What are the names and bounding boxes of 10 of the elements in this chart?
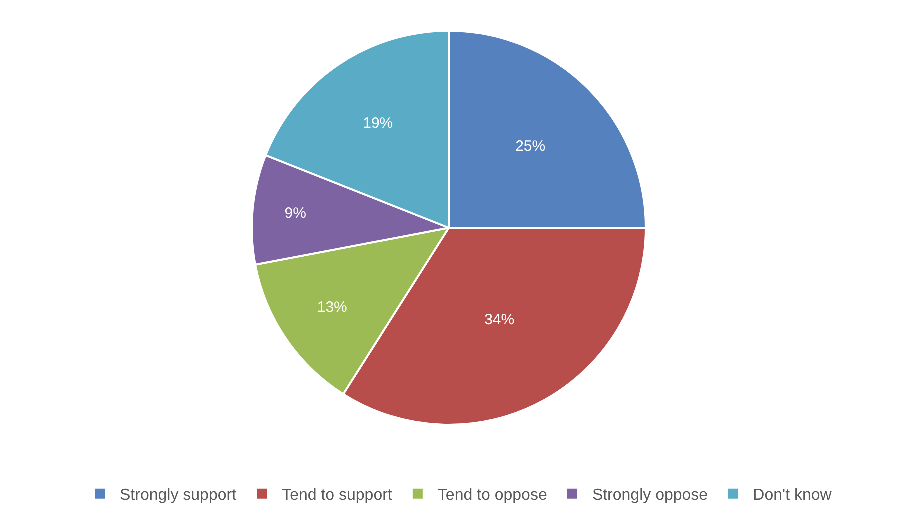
data-label: 19% [363, 115, 394, 132]
legend-label: Tend to oppose [438, 487, 548, 504]
legend-label: Strongly oppose [592, 487, 708, 504]
data-label: 34% [484, 312, 515, 329]
data-label: 13% [317, 298, 348, 316]
legend-label: Don't know [753, 487, 832, 504]
data-label: 25% [516, 138, 546, 155]
data-label: 9% [284, 205, 306, 222]
legend-label: Strongly support [120, 487, 238, 504]
legend-label: Tend to support [282, 487, 393, 504]
